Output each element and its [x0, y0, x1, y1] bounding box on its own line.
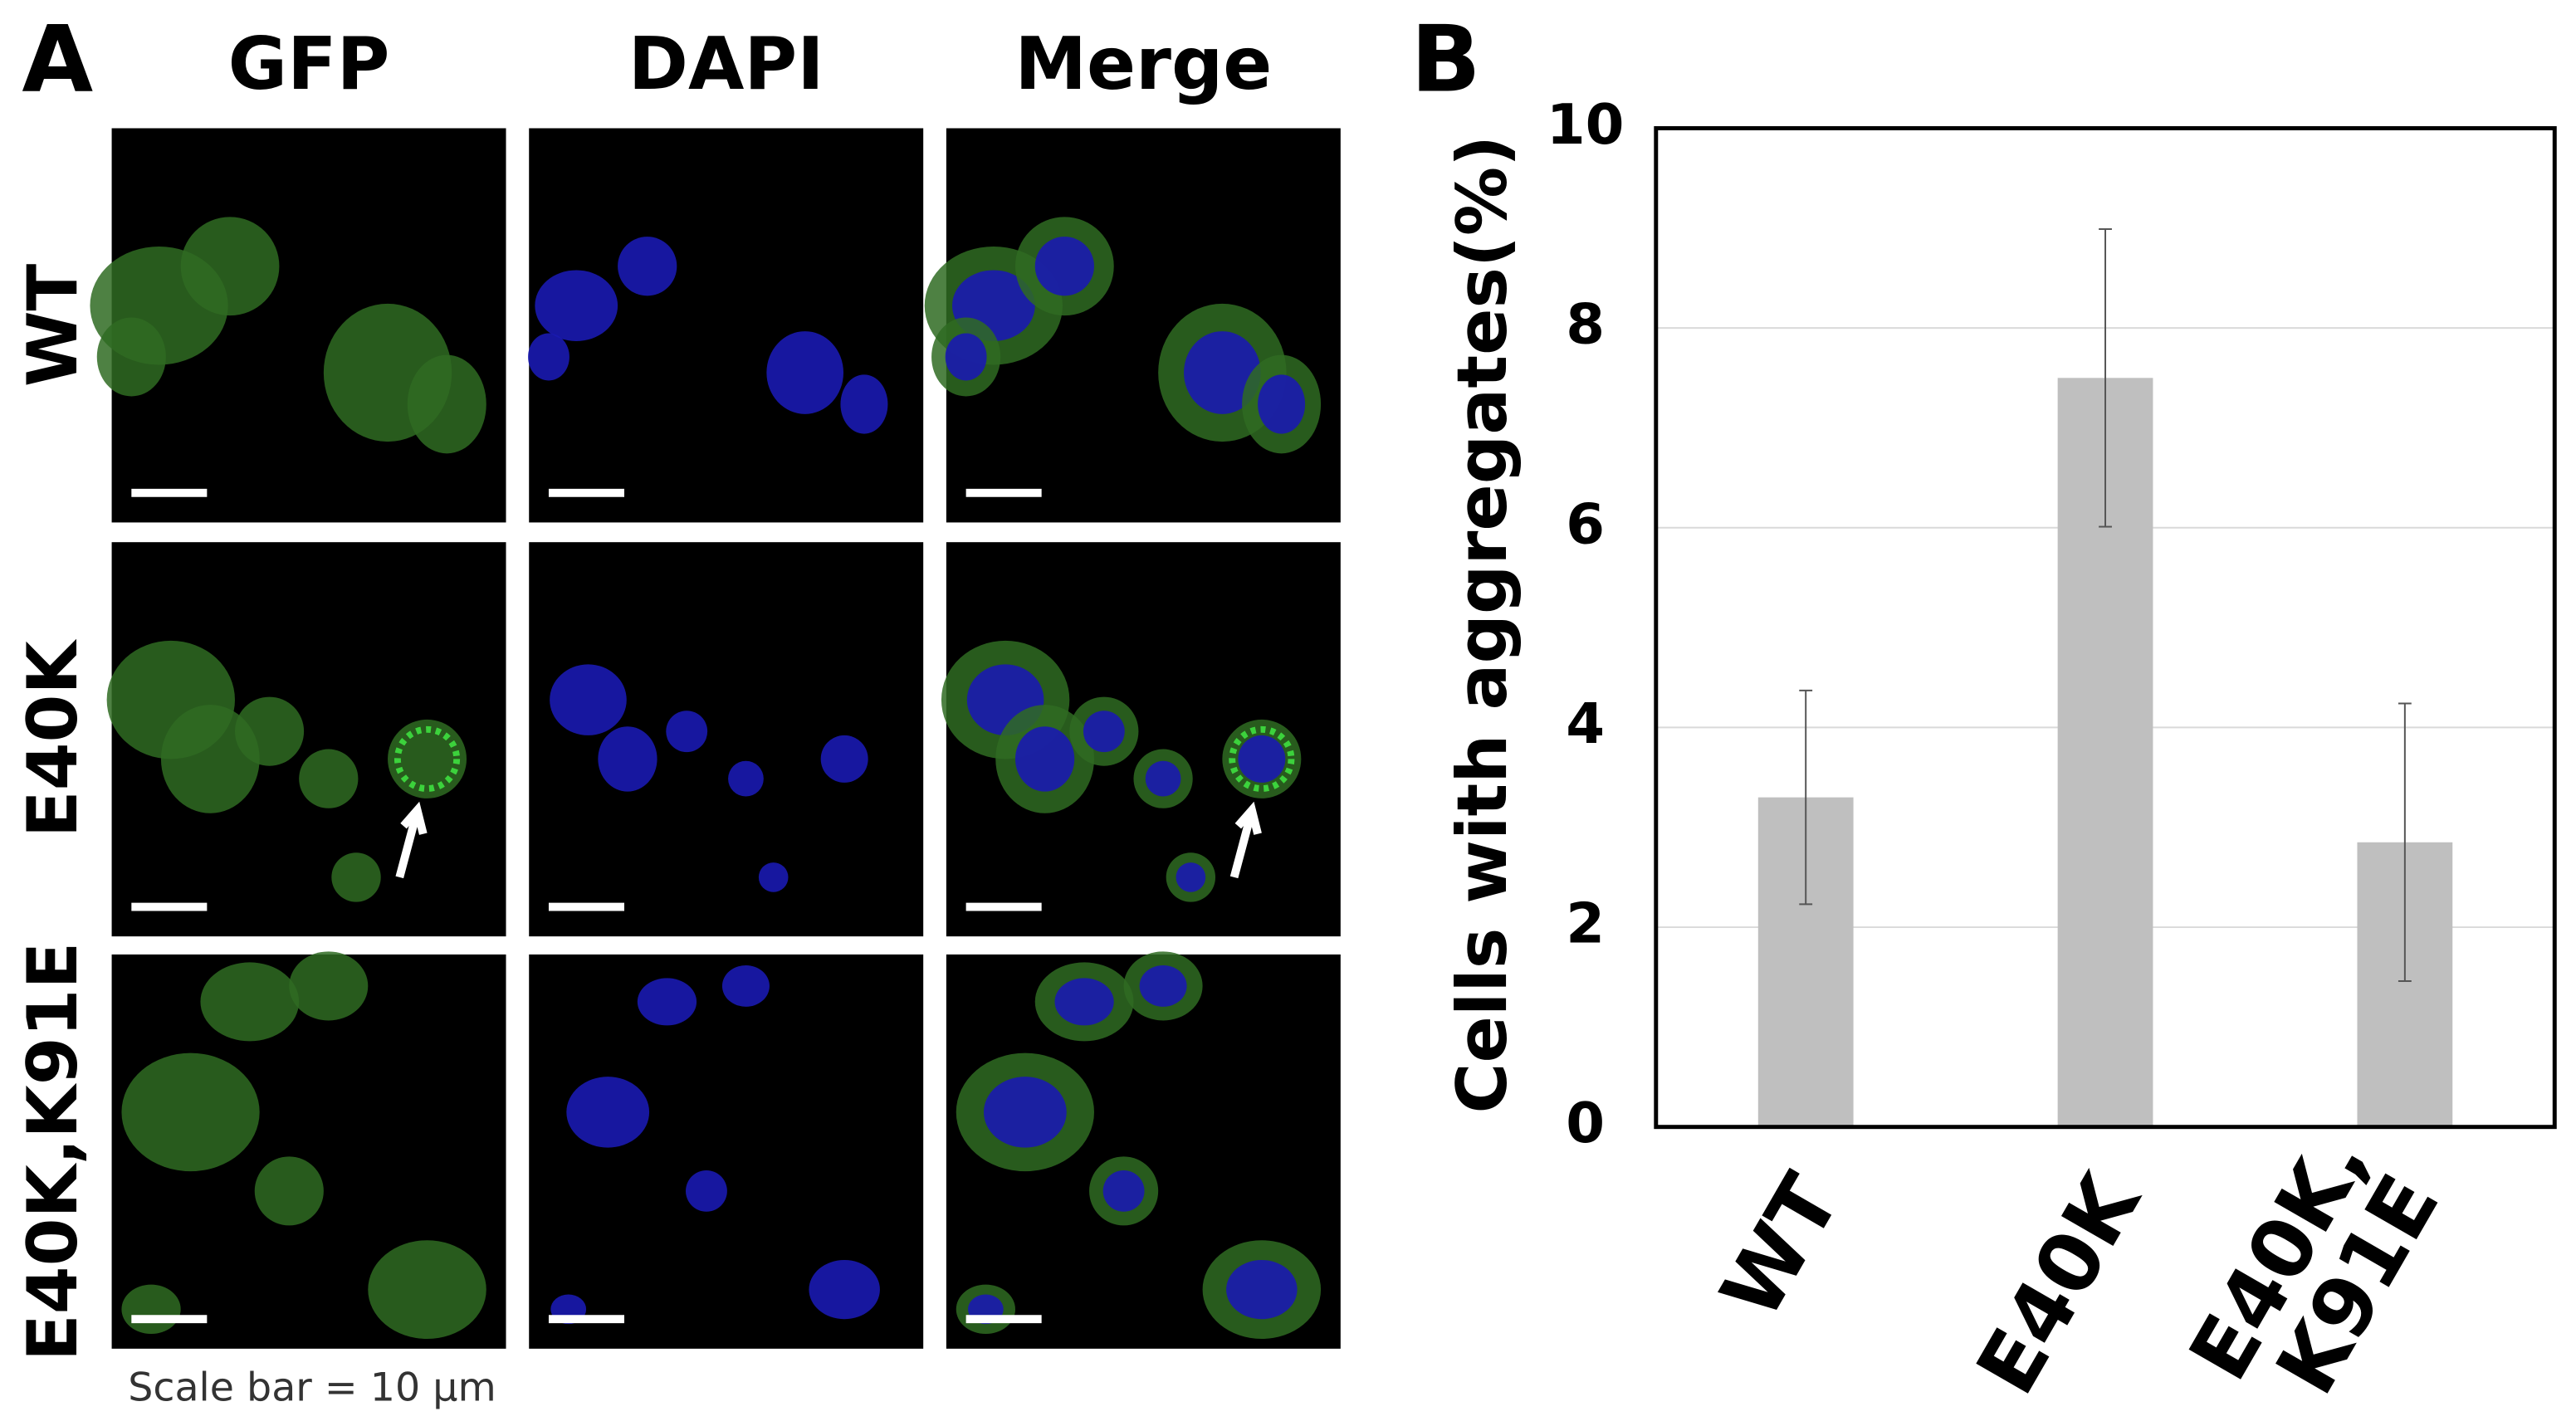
micrograph: [106, 542, 506, 937]
column-header: Merge: [1014, 22, 1272, 106]
arrow: [1229, 801, 1262, 879]
row-label: WT: [12, 263, 93, 387]
nucleus: [566, 1077, 650, 1148]
micrograph: [528, 128, 924, 523]
gfp-cell: [234, 696, 305, 766]
x-tick-label: E40K: [1959, 1157, 2160, 1410]
y-tick-label: 10: [1547, 92, 1625, 157]
nucleus: [550, 664, 627, 735]
micrograph: [111, 951, 506, 1349]
micrograph: [90, 128, 506, 523]
arrow: [395, 801, 428, 879]
nucleus: [1238, 735, 1286, 783]
gfp-cell: [160, 705, 260, 813]
micrograph-bg: [529, 542, 924, 937]
x-tick-label: WT: [1703, 1160, 1860, 1334]
x-tick-label: E40K,K91E: [2172, 1119, 2458, 1426]
micrograph: [529, 542, 924, 937]
micrograph: [941, 542, 1341, 937]
nucleus: [1102, 1170, 1145, 1212]
nucleus: [1034, 237, 1094, 296]
nucleus: [1226, 1259, 1298, 1320]
y-tick-label: 2: [1566, 891, 1605, 956]
gfp-cell: [96, 317, 166, 397]
aggregate-ring: [1229, 725, 1295, 792]
error-bar: [2398, 702, 2412, 983]
nucleus: [1054, 978, 1114, 1026]
nucleus: [758, 862, 789, 892]
gfp-cell: [200, 962, 300, 1042]
nucleus: [1139, 965, 1187, 1007]
nucleus: [618, 237, 677, 296]
plot-frame: [1654, 126, 2557, 1130]
panel-label: B: [1410, 7, 1480, 114]
gfp-cell: [331, 852, 381, 902]
nucleus: [686, 1170, 727, 1212]
gfp-cell: [407, 354, 486, 454]
y-tick-label: 8: [1566, 292, 1605, 357]
nucleus: [637, 978, 697, 1026]
aggregate-ring: [393, 725, 461, 792]
micrograph: [946, 951, 1341, 1349]
row-label: E40K: [12, 639, 93, 838]
nucleus: [535, 270, 618, 341]
nucleus: [1184, 331, 1261, 414]
micrograph: [924, 128, 1341, 523]
micrograph: [529, 954, 924, 1349]
column-header: DAPI: [628, 22, 824, 106]
nucleus: [766, 331, 843, 414]
nucleus: [598, 726, 657, 792]
nucleus: [809, 1259, 880, 1320]
nucleus: [1176, 862, 1206, 892]
nucleus: [728, 760, 764, 797]
gfp-cell: [121, 1052, 260, 1172]
nucleus: [1258, 374, 1306, 434]
nucleus: [983, 1077, 1067, 1148]
y-tick-label: 6: [1566, 491, 1605, 556]
gfp-cell: [299, 749, 359, 808]
gfp-cell: [121, 1284, 181, 1335]
scale-bar-note: Scale bar = 10 µm: [128, 1365, 496, 1410]
panel-label: A: [22, 7, 93, 114]
nucleus: [820, 735, 868, 783]
nucleus: [840, 374, 888, 434]
gfp-cell: [180, 217, 280, 316]
gfp-cell: [289, 951, 369, 1021]
nucleus: [721, 965, 770, 1007]
y-axis-label: Cells with aggregates(%): [1442, 135, 1523, 1114]
nucleus: [1083, 711, 1125, 753]
nucleus: [945, 333, 987, 381]
error-bar: [2099, 228, 2112, 528]
nucleus: [528, 333, 569, 381]
nucleus: [1145, 760, 1181, 797]
gfp-cell: [254, 1156, 324, 1226]
column-header: GFP: [228, 22, 390, 106]
row-label: E40K,K91E: [12, 942, 93, 1361]
y-tick-label: 0: [1566, 1091, 1605, 1155]
error-bar: [1799, 689, 1813, 906]
gfp-cell: [368, 1240, 486, 1339]
nucleus: [666, 711, 708, 753]
nucleus: [1014, 726, 1075, 792]
y-tick-label: 4: [1566, 691, 1605, 756]
